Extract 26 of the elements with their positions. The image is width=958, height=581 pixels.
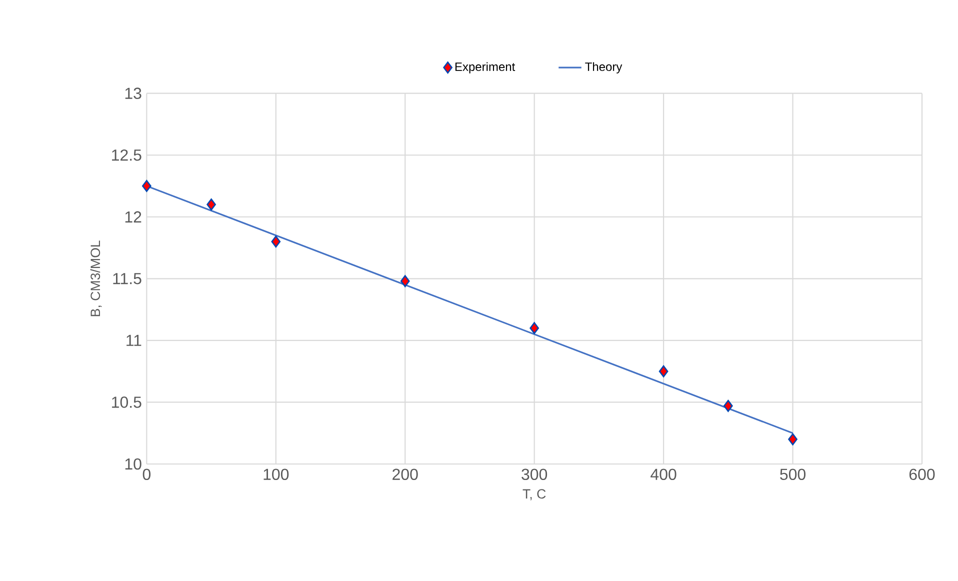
point xyxy=(271,236,281,248)
y-tick-label: 10 xyxy=(125,458,142,470)
y-tick-label: 11.5 xyxy=(113,273,142,284)
x-tick-label: 300 xyxy=(522,468,548,480)
y-axis-title: B, CM3/MOL xyxy=(90,240,102,316)
x-tick-label: 600 xyxy=(909,468,935,480)
y-tick-label: 12 xyxy=(125,211,142,222)
point xyxy=(658,365,668,378)
x-tick-label: 500 xyxy=(780,468,806,480)
point xyxy=(206,198,216,211)
x-tick-label: 200 xyxy=(392,468,418,480)
y-tick-label: 13 xyxy=(125,88,142,99)
point xyxy=(723,400,733,412)
point xyxy=(788,433,798,446)
point xyxy=(142,180,152,192)
point xyxy=(530,322,540,334)
x-tick-label: 400 xyxy=(650,468,676,480)
x-tick-label: 0 xyxy=(142,468,151,480)
y-tick-label: 11 xyxy=(126,334,142,346)
y-tick-label: 12.5 xyxy=(112,149,142,161)
x-tick-label: 100 xyxy=(264,468,289,480)
y-tick-label: 10.5 xyxy=(112,396,142,408)
legend-label: Theory xyxy=(585,62,622,74)
point xyxy=(400,275,410,288)
legend-label: Experiment xyxy=(455,62,516,74)
x-axis-title: T, C xyxy=(522,489,546,500)
